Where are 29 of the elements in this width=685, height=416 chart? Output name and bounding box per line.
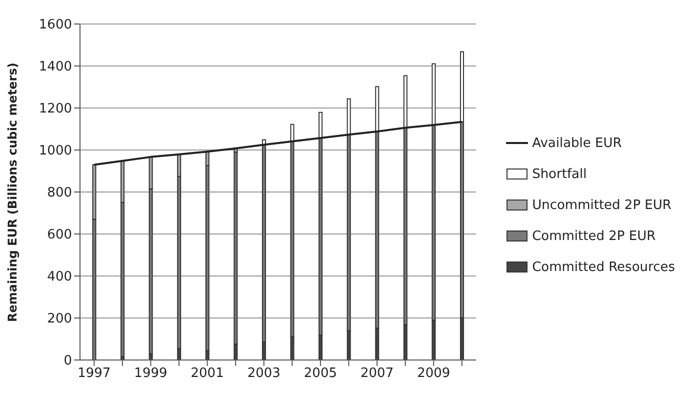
legend-label: Committed Resources	[532, 260, 675, 274]
bar	[318, 112, 323, 139]
x-tick-label: 2001	[190, 366, 224, 382]
y-tick-label: 200	[47, 312, 72, 327]
y-tick-label: 1400	[38, 60, 72, 75]
x-tick-label: 1997	[78, 366, 111, 382]
bar	[403, 75, 408, 128]
bar	[290, 124, 294, 142]
y-tick-label: 0	[64, 354, 72, 369]
y-axis-title: Remaining EUR (Billions cubic meters)	[5, 62, 20, 322]
y-tick-label: 1000	[38, 144, 72, 159]
x-tick-label: 2007	[360, 366, 394, 382]
y-tick-label: 1600	[38, 18, 72, 33]
x-tick-label: 1999	[134, 366, 168, 382]
x-tick-label: 2003	[247, 366, 280, 382]
x-tick-label: 2005	[304, 366, 338, 382]
line-series	[93, 120, 463, 166]
y-tick-label: 400	[47, 270, 72, 285]
y-tick-label: 1200	[38, 102, 72, 117]
y-tick-label: 600	[47, 228, 72, 243]
legend-label: Available EUR	[532, 136, 622, 150]
bar	[432, 63, 436, 126]
bar	[346, 98, 351, 136]
y-tick-label: 800	[47, 186, 72, 201]
legend-label: Committed 2P EUR	[532, 228, 656, 244]
legend-label: Uncommitted 2P EUR	[532, 198, 672, 212]
x-tick-label: 2009	[417, 366, 450, 382]
bar	[375, 86, 380, 132]
legend-label: Shortfall	[532, 166, 587, 182]
